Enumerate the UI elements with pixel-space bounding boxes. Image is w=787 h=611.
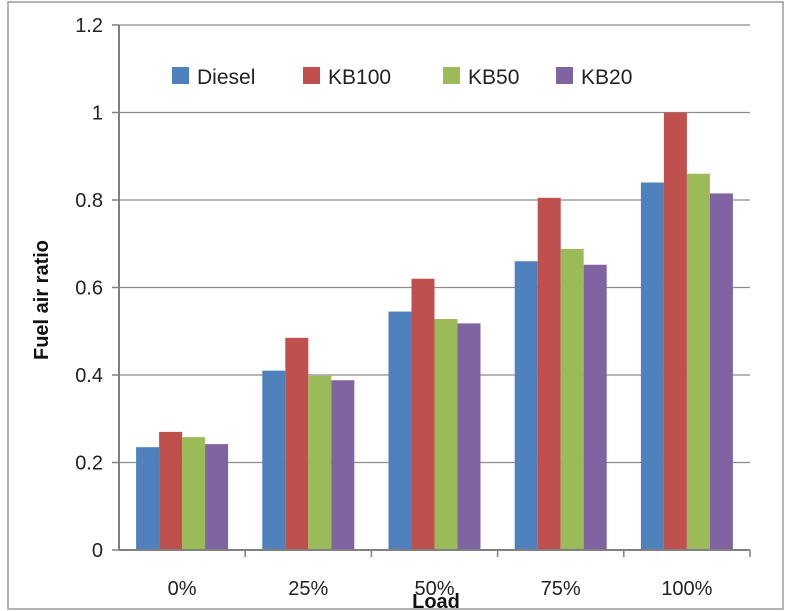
bars [136, 112, 733, 550]
bar-diesel-50pct [388, 311, 412, 550]
bar-kb20-50pct [457, 323, 481, 550]
y-axis-title: Fuel air ratio [31, 240, 53, 360]
bar-diesel-25pct [262, 370, 286, 550]
bar-diesel-75pct [514, 261, 538, 550]
x-tick-label: 100% [661, 578, 712, 600]
y-tick-label: 0.2 [75, 453, 103, 475]
bar-kb100-0pct [159, 431, 183, 550]
y-tick-label: 1.2 [75, 15, 103, 37]
y-tick-label: 0.6 [75, 278, 103, 300]
x-tick-label: 75% [541, 578, 581, 600]
y-tick-labels: 0 0.2 0.4 0.6 0.8 1 1.2 [75, 15, 119, 562]
bar-diesel-0pct [136, 447, 160, 550]
y-tick-label: 0.4 [75, 365, 103, 387]
y-tick-label: 0 [92, 540, 103, 562]
bar-kb100-50pct [411, 278, 435, 550]
bar-kb100-25pct [285, 337, 309, 550]
bar-kb100-75pct [537, 197, 561, 550]
bar-kb50-75pct [560, 249, 584, 550]
bar-kb20-100pct [709, 193, 733, 550]
bar-kb50-25pct [308, 375, 332, 550]
legend-swatch-kb20 [556, 67, 573, 84]
bar-kb50-0pct [182, 437, 206, 550]
bar-kb50-50pct [434, 319, 458, 550]
legend-swatch-kb100 [303, 67, 320, 84]
x-tick-label: 25% [288, 578, 328, 600]
x-axis-title: Load [412, 591, 460, 611]
bar-kb50-100pct [686, 173, 710, 550]
bar-kb20-25pct [331, 380, 355, 550]
bar-kb20-0pct [205, 444, 229, 550]
legend-swatch-kb50 [443, 67, 460, 84]
legend-label-kb100: KB100 [328, 66, 391, 89]
x-tick-label: 0% [168, 578, 197, 600]
x-tick-label: 50% [414, 578, 454, 600]
legend-label-kb50: KB50 [468, 66, 519, 89]
legend-label-diesel: Diesel [197, 66, 255, 89]
legend-swatch-diesel [172, 67, 189, 84]
bar-kb20-75pct [583, 264, 607, 550]
bar-kb100-100pct [663, 112, 687, 550]
legend-label-kb20: KB20 [581, 66, 632, 89]
bar-diesel-100pct [640, 182, 664, 550]
x-tick-labels: 0% 25% 50% 75% 100% [168, 550, 751, 600]
legend: Diesel KB100 KB50 KB20 [172, 66, 632, 89]
y-tick-label: 0.8 [75, 190, 103, 212]
y-tick-label: 1 [92, 103, 103, 125]
